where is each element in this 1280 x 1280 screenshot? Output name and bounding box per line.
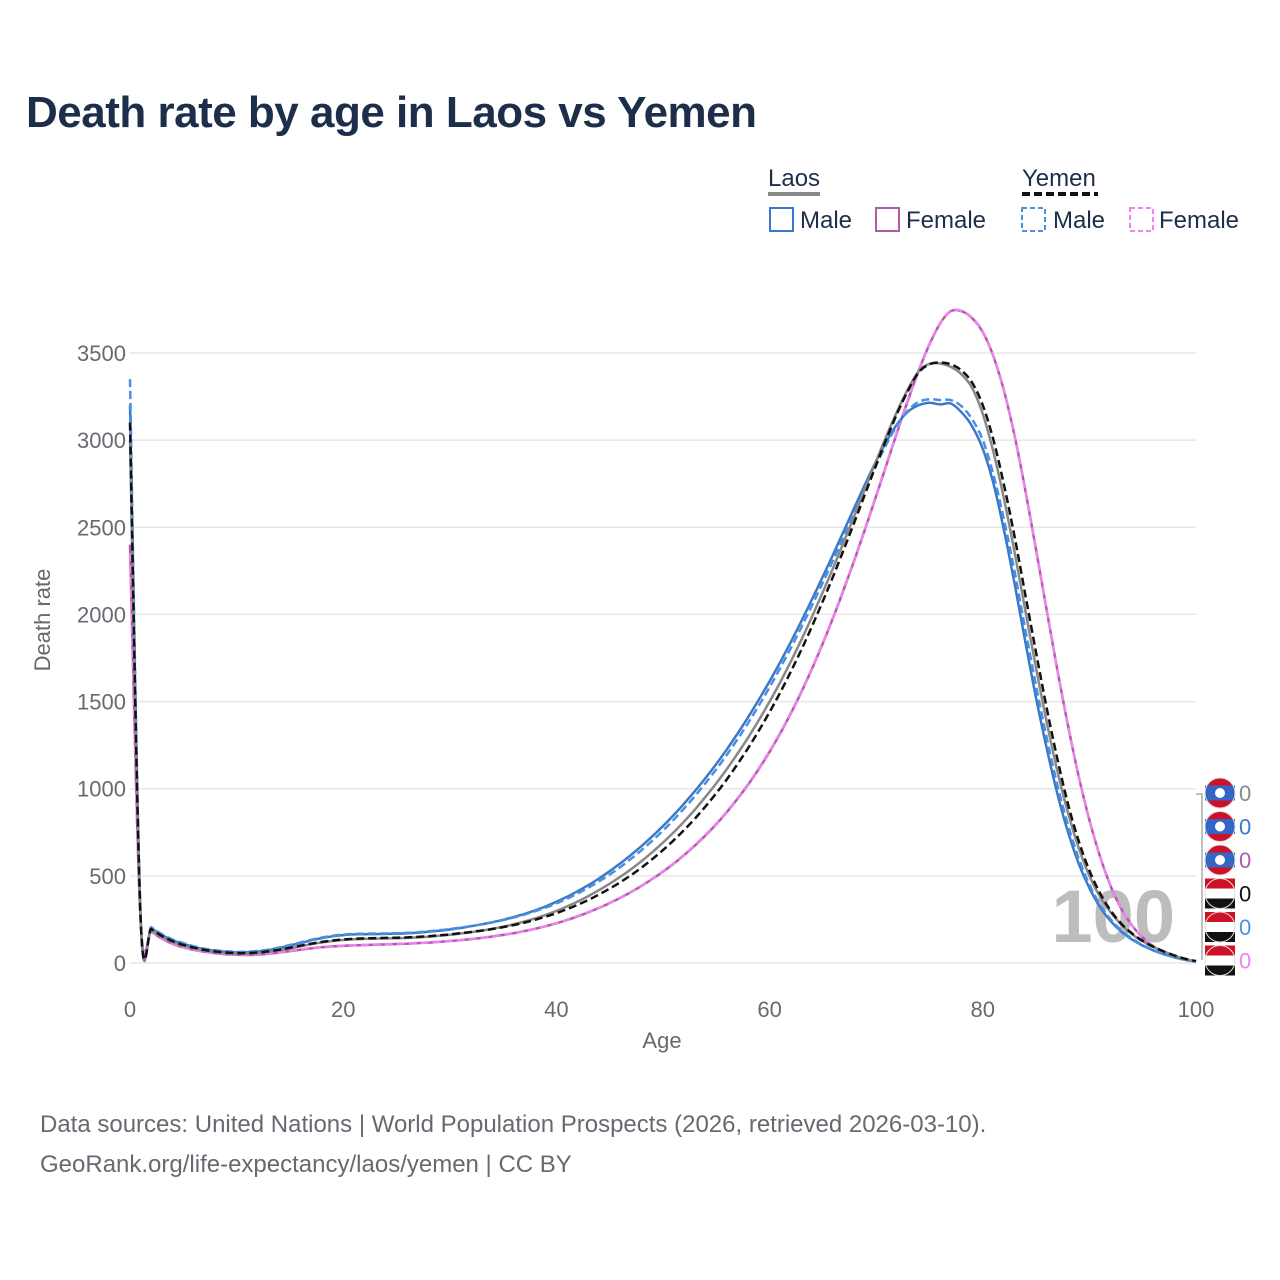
legend-yemen-male-label[interactable]: Male — [1053, 207, 1105, 234]
credit-line[interactable]: GeoRank.org/life-expectancy/laos/yemen |… — [40, 1151, 572, 1178]
end-label-yemen: 0 — [1204, 911, 1251, 943]
legend-yemen-female-swatch[interactable] — [1129, 207, 1154, 232]
y-tick-label: 0 — [114, 951, 126, 976]
y-tick-label: 3000 — [77, 428, 126, 453]
legend-group-yemen-title[interactable]: Yemen — [1022, 165, 1096, 192]
end-label-laos: 0 — [1204, 844, 1251, 876]
end-label-value: 0 — [1239, 848, 1251, 873]
series-line-yemen-male[interactable] — [128, 379, 1197, 963]
end-label-value: 0 — [1239, 915, 1251, 940]
end-label-laos: 0 — [1204, 777, 1251, 809]
x-tick-labels: 0 20 40 60 80 100 — [124, 997, 1214, 1022]
end-labels: 0 0 0 0 0 0 — [1196, 777, 1251, 976]
series-line-yemen-total[interactable] — [128, 361, 1197, 963]
x-axis-title: Age — [642, 1028, 681, 1053]
x-tick-label: 0 — [124, 997, 136, 1022]
end-label-laos: 0 — [1204, 811, 1251, 842]
legend-yemen-female-label[interactable]: Female — [1159, 207, 1239, 234]
grid-lines — [130, 352, 1196, 964]
y-tick-label: 1500 — [77, 690, 126, 715]
series-line-yemen-female[interactable] — [128, 308, 1197, 963]
x-tick-label: 40 — [544, 997, 568, 1022]
legend-group-laos-title[interactable]: Laos — [768, 165, 820, 192]
series-line-laos-female[interactable] — [128, 308, 1197, 963]
end-label-yemen: 0 — [1204, 878, 1251, 909]
y-tick-label: 1000 — [77, 777, 126, 802]
legend-laos-female-label[interactable]: Female — [906, 207, 986, 234]
y-tick-label: 3500 — [77, 341, 126, 366]
series-lines — [128, 308, 1197, 963]
end-label-value: 0 — [1239, 781, 1251, 806]
source-line: Data sources: United Nations | World Pop… — [40, 1111, 987, 1138]
y-axis-title: Death rate — [30, 569, 55, 672]
page-title: Death rate by age in Laos vs Yemen — [26, 88, 757, 137]
legend: Laos Male Female Yemen Male Female — [768, 165, 1239, 234]
x-tick-label: 60 — [757, 997, 781, 1022]
x-tick-label: 20 — [331, 997, 355, 1022]
legend-laos-male-label[interactable]: Male — [800, 207, 852, 234]
y-tick-label: 500 — [89, 864, 126, 889]
y-tick-labels: 0 500 1000 1500 2000 2500 3000 3500 — [77, 341, 126, 976]
end-label-value: 0 — [1239, 949, 1251, 974]
x-tick-label: 100 — [1178, 997, 1215, 1022]
legend-yemen-male-swatch[interactable] — [1021, 207, 1046, 232]
end-label-value: 0 — [1239, 815, 1251, 840]
end-label-yemen: 0 — [1204, 945, 1251, 976]
legend-laos-female-swatch[interactable] — [875, 207, 900, 232]
end-label-bracket — [1196, 793, 1203, 960]
y-tick-label: 2500 — [77, 515, 126, 540]
x-tick-label: 80 — [971, 997, 995, 1022]
end-label-value: 0 — [1239, 882, 1251, 907]
y-tick-label: 2000 — [77, 602, 126, 627]
legend-laos-male-swatch[interactable] — [769, 207, 794, 232]
source-note: Data sources: United Nations | World Pop… — [40, 1105, 986, 1185]
